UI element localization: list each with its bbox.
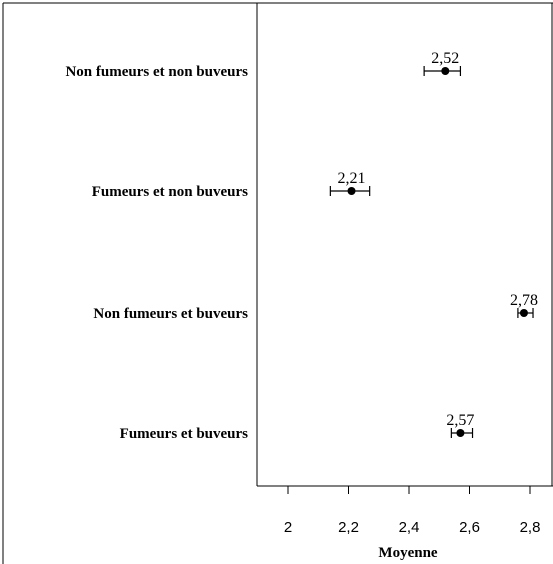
x-tick-label: 2 [284, 519, 292, 536]
data-label: 2,57 [446, 412, 474, 429]
category-label: Non fumeurs et buveurs [93, 306, 248, 322]
category-label: Fumeurs et buveurs [120, 426, 248, 442]
data-point [520, 309, 528, 317]
x-tick-label: 2,6 [459, 519, 480, 536]
category-labels: Non fumeurs et non buveurs Fumeurs et non… [65, 64, 248, 442]
data-label: 2,21 [338, 170, 366, 187]
x-axis-ticks: 2 2,2 2,4 2,6 2,8 [284, 486, 541, 536]
category-label: Fumeurs et non buveurs [92, 184, 248, 200]
x-axis-title: Moyenne [378, 545, 438, 561]
x-tick-label: 2,2 [338, 519, 359, 536]
x-tick-label: 2,4 [399, 519, 420, 536]
data-marks: 2,52 2,21 2,78 2,57 [330, 50, 538, 438]
data-label: 2,78 [510, 292, 538, 309]
data-label: 2,52 [431, 50, 459, 67]
category-label: Non fumeurs et non buveurs [65, 64, 248, 80]
data-point [441, 67, 449, 75]
data-point [456, 429, 464, 437]
data-point [348, 187, 356, 195]
x-tick-label: 2,8 [520, 519, 541, 536]
